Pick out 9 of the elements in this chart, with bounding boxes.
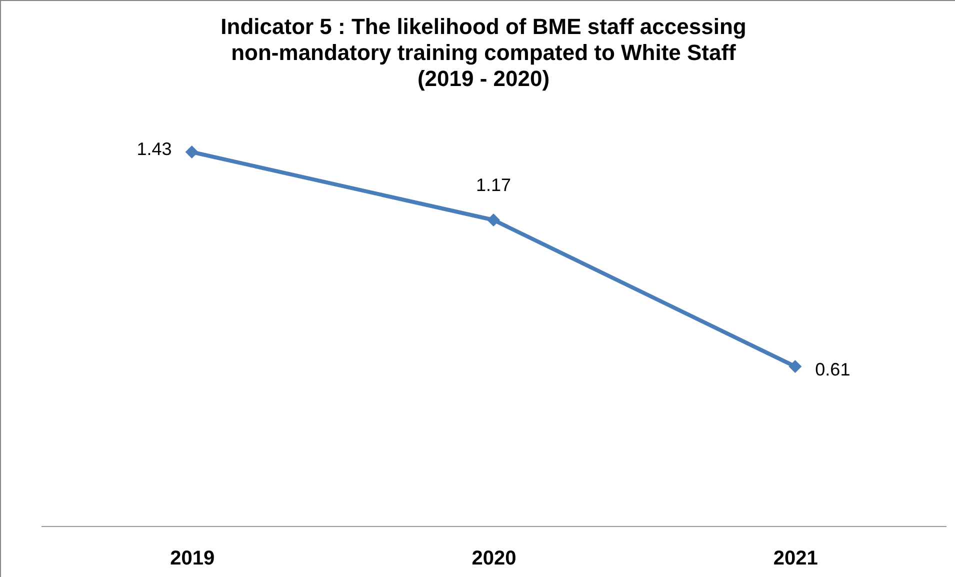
data-label: 1.43 (136, 139, 172, 159)
x-tick-label: 2021 (773, 548, 818, 570)
text: (2019 - 2020) (417, 66, 550, 91)
text: Indicator 5 : The likelihood of BME staff accessing (220, 14, 746, 39)
x-tick-label: 2019 (170, 548, 215, 570)
x-tick-label: 2020 (472, 548, 516, 570)
text: non-mandatory training compated to White Staff (231, 40, 736, 65)
data-label: 0.61 (815, 359, 850, 380)
data-label: 1.17 (476, 175, 512, 195)
